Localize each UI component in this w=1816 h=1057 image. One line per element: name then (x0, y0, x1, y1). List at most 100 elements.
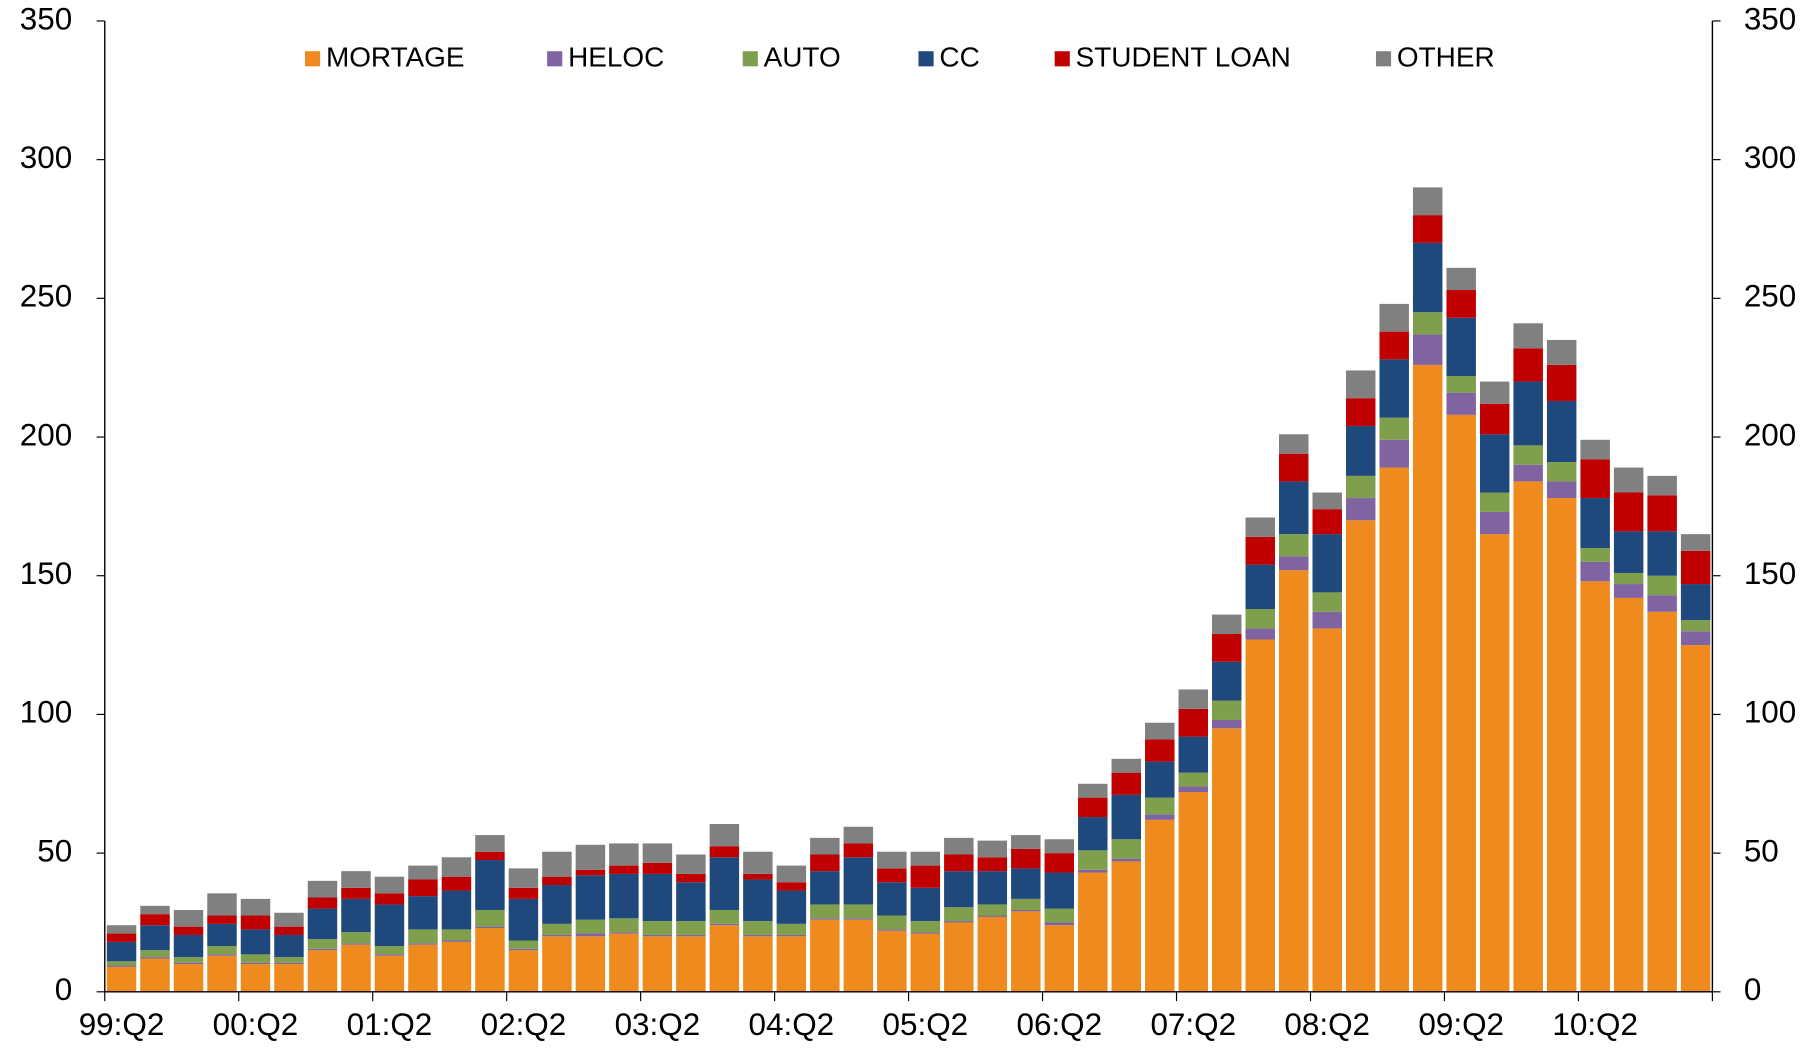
bar-segment (106, 941, 137, 962)
bar-segment (207, 955, 237, 992)
bar-segment (274, 912, 304, 927)
bar-segment (1513, 445, 1543, 465)
bar-segment (173, 957, 204, 963)
bar-segment (776, 923, 807, 935)
legend-swatch (547, 51, 563, 67)
bar-segment (1011, 909, 1041, 912)
bar-segment (441, 929, 472, 941)
x-tick-label: 09:Q2 (1418, 1007, 1504, 1042)
bar-segment (1613, 597, 1644, 992)
bar-segment (374, 893, 405, 905)
bar-segment (1312, 592, 1342, 612)
x-tick-label: 99:Q2 (79, 1007, 165, 1042)
bar-segment (1245, 609, 1275, 629)
bar-segment (508, 868, 539, 888)
bar-segment (1011, 868, 1041, 899)
bar-segment (1312, 534, 1342, 593)
legend-swatch (1054, 51, 1070, 67)
bar-segment (1479, 534, 1510, 992)
y2-tick-label: 50 (1744, 833, 1779, 868)
bar-segment (642, 862, 673, 874)
bar-segment (1111, 772, 1142, 795)
bar-segment (709, 925, 740, 992)
bar-segment (1279, 481, 1309, 535)
x-tick-label: 01:Q2 (347, 1007, 433, 1042)
y-tick-label: 300 (20, 140, 72, 175)
bar-segment (173, 926, 204, 935)
bar-segment (1111, 758, 1142, 773)
bar-segment (743, 851, 773, 874)
bar-segment (977, 915, 1008, 917)
bar-segment (776, 890, 807, 924)
bar-segment (743, 934, 773, 937)
x-tick-label: 05:Q2 (883, 1007, 969, 1042)
bar-segment (1546, 481, 1577, 499)
bar-segment (676, 934, 706, 937)
bar-segment (1279, 434, 1309, 454)
bar-segment (609, 918, 639, 933)
bar-segment (1245, 639, 1275, 992)
bar-segment (676, 873, 706, 883)
bar-segment (1379, 303, 1409, 332)
bar-segment (1145, 739, 1175, 762)
bar-segment (441, 890, 472, 930)
y2-tick-label: 250 (1744, 279, 1796, 314)
bar-segment (1279, 570, 1309, 992)
bar-segment (1279, 534, 1309, 557)
bar-segment (1111, 839, 1142, 859)
bar-segment (441, 876, 472, 891)
bar-segment (441, 941, 472, 992)
y-tick-label: 50 (37, 833, 72, 868)
bar-segment (1178, 792, 1209, 992)
bar-segment (642, 873, 673, 922)
bar-segment (709, 909, 740, 924)
bar-segment (274, 957, 304, 963)
x-tick-label: 06:Q2 (1016, 1007, 1102, 1042)
x-tick-label: 08:Q2 (1284, 1007, 1370, 1042)
bar-segment (1178, 689, 1209, 709)
bar-segment (642, 921, 673, 935)
bar-segment (1345, 398, 1376, 426)
bar-segment (274, 934, 304, 958)
bar-segment (877, 915, 907, 930)
bar-segment (1212, 633, 1242, 662)
bar-segment (1446, 317, 1476, 377)
bar-segment (1312, 628, 1342, 992)
bar-segment (1479, 403, 1510, 435)
bar-segment (207, 954, 237, 956)
bar-segment (1546, 400, 1577, 463)
bar-segment (1513, 323, 1543, 349)
bar-segment (1044, 853, 1075, 873)
bar-segment (843, 843, 874, 858)
bar-segment (609, 843, 639, 866)
bar-segment (173, 964, 204, 992)
bar-segment (575, 869, 606, 876)
bar-segment (1345, 520, 1376, 992)
bar-segment (877, 868, 907, 883)
bar-segment (676, 936, 706, 992)
bar-segment (475, 909, 505, 927)
bar-segment (1613, 467, 1644, 493)
bar-segment (810, 854, 840, 872)
y-tick-label: 200 (20, 417, 72, 452)
bar-segment (1680, 534, 1711, 551)
bar-segment (1145, 797, 1175, 815)
bar-segment (1178, 708, 1209, 737)
bar-segment (1546, 462, 1577, 482)
bar-segment (810, 919, 840, 992)
bar-segment (207, 915, 237, 924)
bar-segment (508, 948, 539, 951)
bar-segment (776, 934, 807, 937)
bar-segment (240, 915, 271, 930)
bar-segment (1245, 564, 1275, 610)
bar-segment (1446, 290, 1476, 318)
bar-segment (676, 921, 706, 935)
bar-segment (1446, 414, 1476, 992)
bar-segment (341, 898, 371, 933)
bar-segment (910, 851, 941, 866)
bar-segment (1680, 584, 1711, 621)
bar-segment (1279, 556, 1309, 571)
x-tick-label: 07:Q2 (1150, 1007, 1236, 1042)
x-tick-label: 02:Q2 (481, 1007, 567, 1042)
bar-segment (1513, 481, 1543, 992)
